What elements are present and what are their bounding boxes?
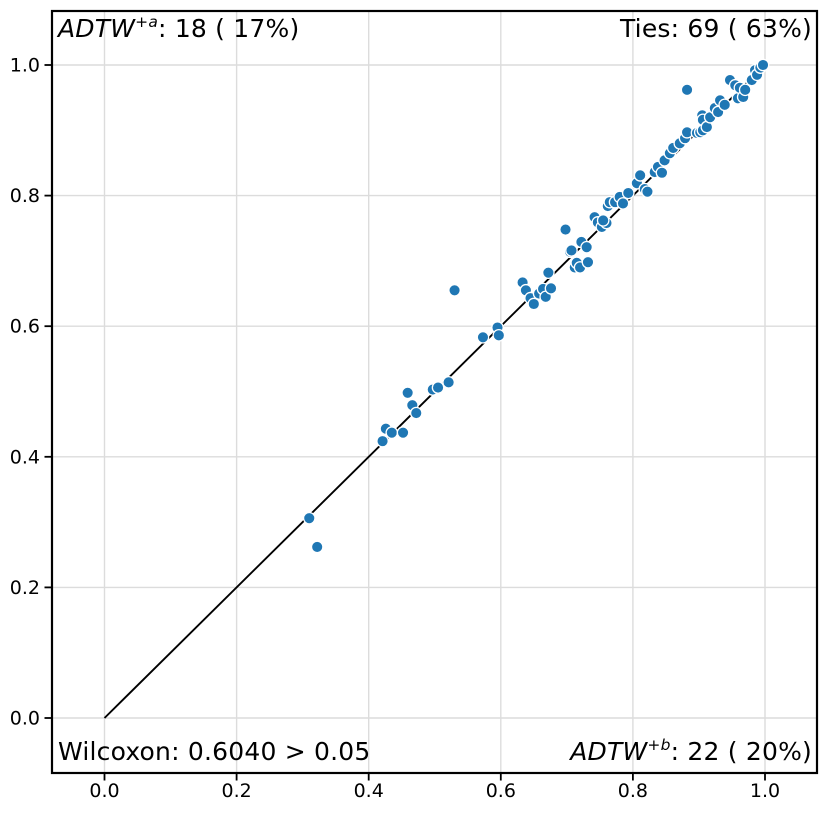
- scatter-point: [621, 186, 635, 200]
- annotation-top-left-text: : 18 ( 17%): [158, 14, 300, 43]
- axes-frame-layer: [50, 9, 819, 775]
- scatter-point: [310, 540, 324, 554]
- annotation-bottom-left-text: Wilcoxon: 0.6040 > 0.05: [58, 737, 371, 766]
- scatter-point: [376, 434, 389, 448]
- scatter-point: [527, 297, 541, 311]
- scatter-point: [616, 197, 630, 210]
- annotation-bottom-right: ADTW+b: 22 ( 20%): [570, 737, 812, 767]
- grid-layer: [53, 12, 816, 772]
- annotation-top-right: Ties: 69 ( 63%): [620, 14, 812, 44]
- scatter-point: [442, 376, 455, 389]
- x-tick-label: 0.6: [486, 780, 516, 802]
- x-tick-label: 0.2: [221, 780, 251, 802]
- y-tick-label: 0.4: [10, 446, 40, 468]
- x-tick-label: 1.0: [750, 780, 780, 802]
- scatter-point: [641, 185, 654, 199]
- scatter-point: [738, 83, 752, 97]
- tick-layer: 0.0 0.2 0.4 0.6 0.8 1.0 0.0 0.2 0.4 0.6 0.8 1.0: [10, 55, 780, 803]
- scatter-point: [396, 426, 410, 439]
- scatter-point: [580, 240, 594, 254]
- scatter-point: [302, 511, 316, 525]
- scatter-point: [718, 98, 732, 112]
- scatter-point: [756, 58, 770, 72]
- y-tick-label: 0.0: [10, 708, 40, 730]
- y-tick-label: 0.6: [10, 316, 40, 338]
- y-tick-label: 0.2: [10, 577, 40, 599]
- y-tick-label: 0.8: [10, 185, 40, 207]
- annotation-top-left-method: ADTW: [58, 14, 136, 43]
- annotation-bottom-left: Wilcoxon: 0.6040 > 0.05: [58, 737, 370, 767]
- scatter-point: [409, 406, 423, 420]
- scatter-point: [655, 166, 669, 180]
- scatter-point: [401, 386, 415, 400]
- scatter-points-layer: [302, 58, 770, 554]
- scatter-point: [476, 330, 490, 344]
- scatter-point: [448, 283, 461, 297]
- x-tick-label: 0.4: [354, 780, 384, 802]
- axes-frame: [50, 9, 819, 775]
- scatter-point: [559, 223, 572, 236]
- x-tick-label: 0.8: [618, 780, 648, 802]
- scatter-point: [565, 244, 578, 257]
- annotation-bottom-right-superscript: +b: [647, 735, 671, 754]
- scatter-point: [544, 281, 558, 295]
- annotation-top-right-text: Ties: 69 ( 63%): [619, 14, 812, 43]
- scatter-point: [633, 169, 647, 182]
- x-tick-label: 0.0: [89, 780, 119, 802]
- y-tick-label: 1.0: [10, 55, 40, 77]
- scatter-point: [680, 83, 694, 97]
- scatter-point: [492, 328, 506, 342]
- scatter-point: [542, 266, 555, 280]
- annotation-bottom-right-text: : 22 ( 20%): [670, 737, 812, 766]
- scatter-point: [596, 214, 610, 227]
- scatter-point: [581, 255, 595, 269]
- scatter-point: [431, 381, 445, 394]
- annotation-bottom-right-method: ADTW: [570, 737, 648, 766]
- annotation-top-left: ADTW+a: 18 ( 17%): [58, 14, 299, 44]
- annotation-top-left-superscript: +a: [135, 12, 159, 31]
- scatter-point: [385, 426, 399, 439]
